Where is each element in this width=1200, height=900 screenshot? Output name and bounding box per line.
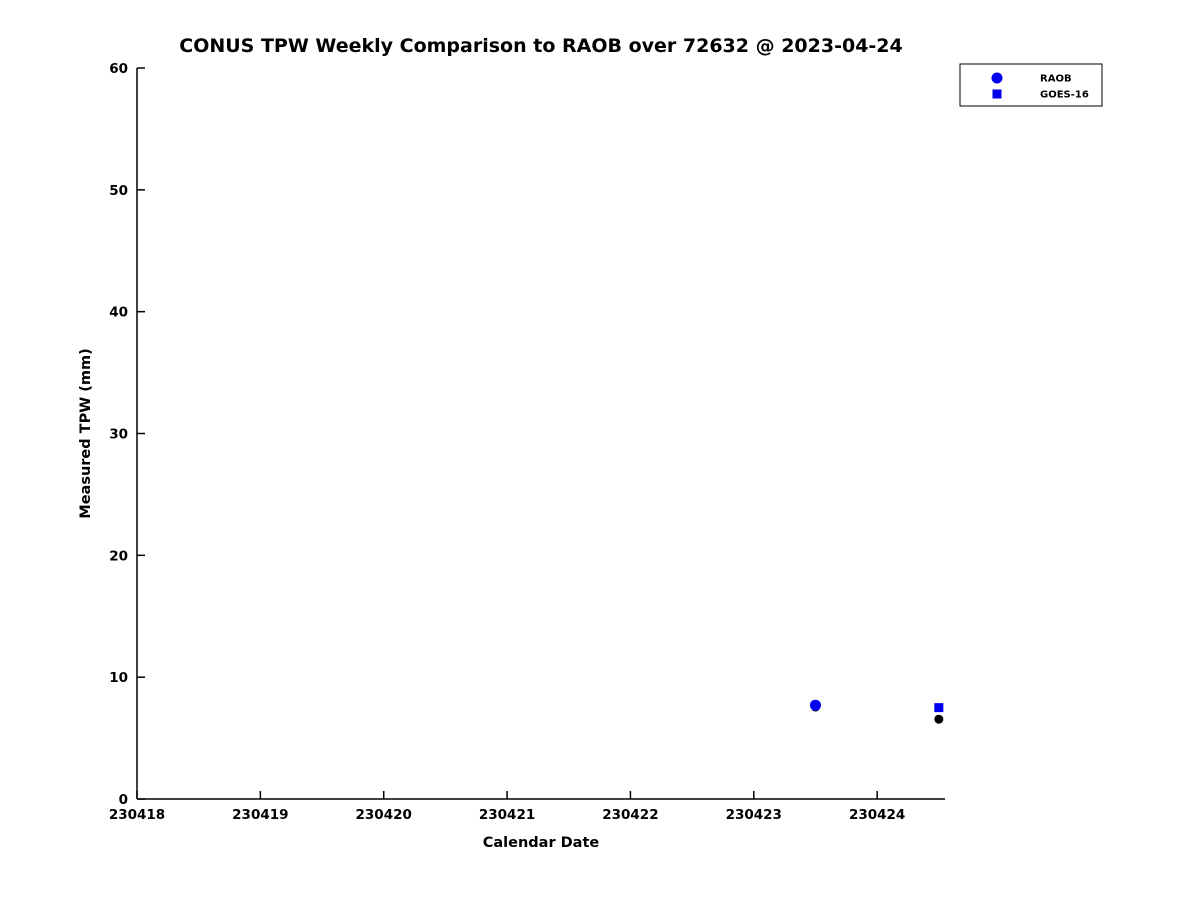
x-tick-label: 230418 — [109, 807, 165, 823]
legend-marker-raob — [991, 72, 1003, 84]
y-tick-label: 60 — [109, 61, 128, 77]
legend-label-goes-16: GOES-16 — [1040, 90, 1089, 101]
y-tick-label: 0 — [119, 792, 128, 808]
y-tick-label: 40 — [109, 305, 128, 321]
chart-title: CONUS TPW Weekly Comparison to RAOB over… — [179, 35, 903, 57]
x-tick-label: 230423 — [726, 807, 782, 823]
data-point-raob — [809, 699, 821, 711]
x-tick-label: 230419 — [232, 807, 288, 823]
x-tick-label: 230422 — [602, 807, 658, 823]
x-tick-label: 230421 — [479, 807, 535, 823]
y-tick-label: 50 — [109, 183, 128, 199]
y-tick-label: 10 — [109, 670, 128, 686]
data-point-goes-16 — [934, 703, 944, 713]
x-tick-label: 230424 — [849, 807, 905, 823]
data-point-unlabeled-black-points — [934, 714, 944, 724]
y-tick-label: 30 — [109, 427, 128, 443]
legend-box — [959, 63, 1103, 107]
legend-label-raob: RAOB — [1040, 74, 1072, 85]
x-axis-label: Calendar Date — [483, 835, 600, 851]
y-axis-label: Measured TPW (mm) — [78, 348, 94, 518]
y-tick-label: 20 — [109, 548, 128, 564]
legend-marker-goes-16 — [992, 89, 1002, 99]
x-tick-label: 230420 — [356, 807, 412, 823]
